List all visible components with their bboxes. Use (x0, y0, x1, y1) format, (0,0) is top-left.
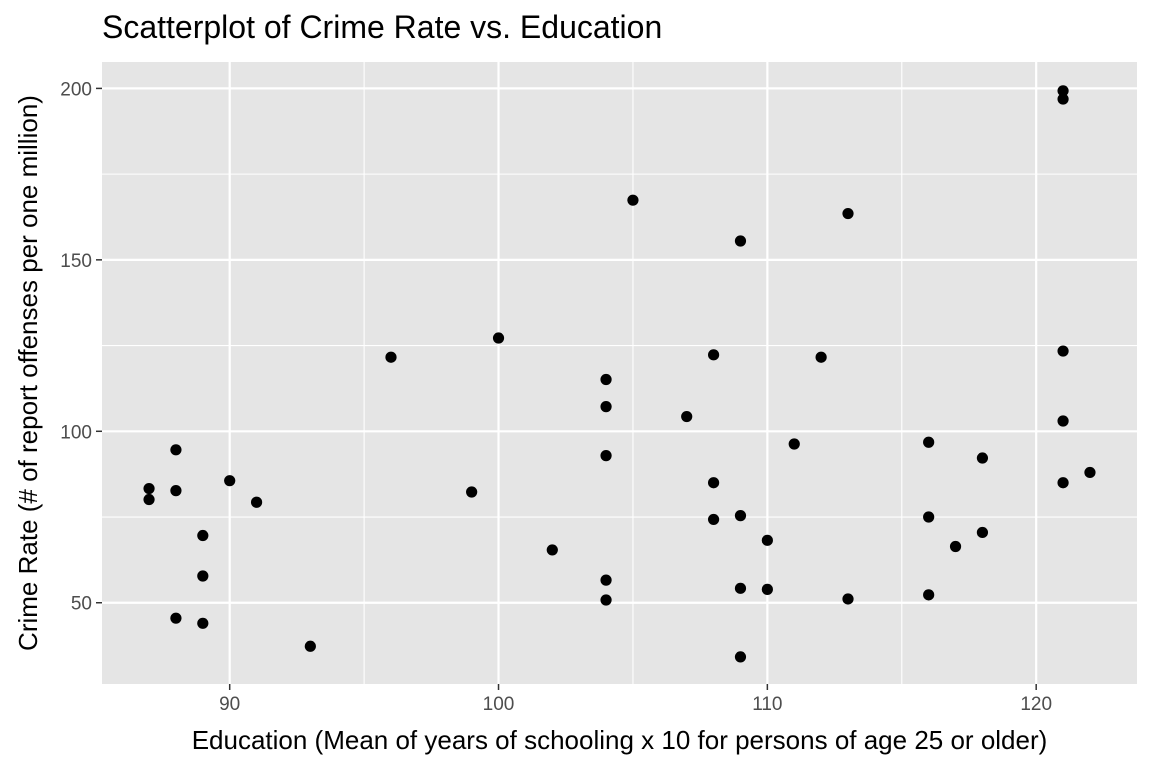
data-point (600, 450, 612, 462)
data-point (143, 493, 155, 506)
data-point (170, 485, 182, 497)
data-point (1057, 93, 1069, 105)
x-axis-ticks: 90 100 110 120 (219, 684, 1052, 715)
y-tick-label: 100 (60, 422, 92, 443)
data-point (170, 444, 182, 456)
data-point (600, 574, 612, 586)
data-point (143, 482, 155, 495)
data-point (250, 496, 263, 508)
data-point (842, 593, 854, 605)
data-points (143, 85, 1096, 663)
data-point (976, 526, 989, 539)
data-point (761, 534, 773, 546)
data-point (600, 401, 612, 413)
data-point (197, 617, 209, 629)
data-point (707, 477, 720, 489)
data-point (923, 436, 935, 448)
data-point (600, 594, 612, 606)
data-point (707, 349, 720, 361)
data-point (1084, 466, 1096, 479)
data-point (842, 207, 854, 220)
y-tick-label: 150 (60, 251, 92, 272)
data-point (734, 582, 747, 594)
y-axis-ticks: 50 100 150 200 (60, 79, 102, 615)
x-tick-label: 100 (483, 694, 515, 715)
data-point (734, 235, 747, 247)
minor-gridlines (102, 62, 1137, 684)
data-point (815, 351, 827, 363)
data-point (224, 475, 236, 487)
y-tick-label: 50 (71, 594, 92, 615)
data-point (761, 583, 773, 595)
data-point (546, 544, 558, 556)
data-point (1057, 85, 1069, 97)
data-point (1057, 415, 1069, 427)
data-point (466, 486, 478, 498)
data-point (788, 438, 800, 450)
x-tick-label: 90 (219, 694, 240, 715)
data-point (1057, 345, 1069, 357)
data-point (304, 640, 316, 652)
data-point (1057, 477, 1069, 489)
data-point (923, 511, 935, 523)
y-tick-label: 200 (60, 79, 92, 100)
data-point (681, 410, 693, 423)
data-point (197, 570, 209, 582)
major-gridlines (102, 62, 1137, 684)
x-tick-label: 110 (752, 694, 782, 715)
chart-title: Scatterplot of Crime Rate vs. Education (102, 9, 662, 45)
data-point (734, 651, 747, 663)
x-axis-title: Education (Mean of years of schooling x … (192, 725, 1048, 755)
data-point (734, 510, 747, 522)
data-point (600, 373, 612, 386)
data-point (492, 332, 505, 344)
data-point (976, 452, 989, 464)
data-point (707, 513, 720, 526)
data-point (170, 612, 182, 624)
y-axis-title: Crime Rate (# of report offenses per one… (13, 95, 43, 651)
plot-panel (102, 62, 1137, 684)
data-point (923, 589, 935, 601)
data-point (949, 540, 962, 553)
data-point (627, 194, 639, 206)
data-point (197, 529, 209, 542)
x-tick-label: 120 (1020, 694, 1052, 715)
data-point (385, 351, 397, 363)
